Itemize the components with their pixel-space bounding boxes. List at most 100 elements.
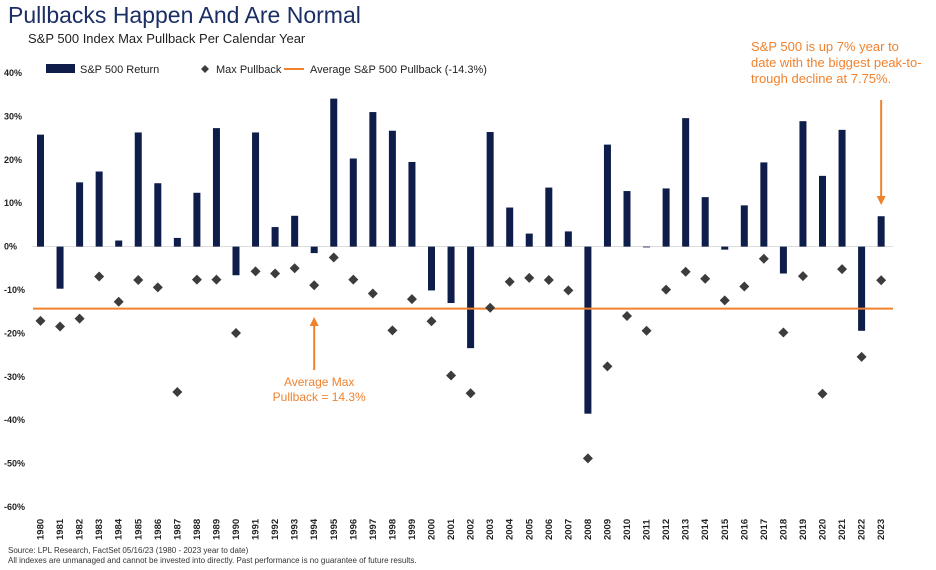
annotation-text: Average Max <box>284 375 354 389</box>
pullback-marker <box>465 388 476 399</box>
x-tick-label: 1995 <box>329 518 340 540</box>
x-tick-label: 1988 <box>192 519 203 540</box>
return-bar <box>799 121 807 247</box>
pullback-marker <box>622 311 632 322</box>
return-bar <box>252 132 260 247</box>
pullback-marker <box>113 296 124 307</box>
x-tick-label: 1986 <box>153 519 164 540</box>
annotation-text: S&P 500 is up 7% year to <box>751 39 899 54</box>
pullback-marker <box>152 282 163 293</box>
pullback-marker <box>543 275 554 286</box>
chart-title: Pullbacks Happen And Are Normal <box>8 2 361 28</box>
legend-bar-swatch <box>46 64 75 73</box>
return-bar <box>721 246 729 250</box>
pullback-marker <box>387 325 398 336</box>
return-bar <box>858 246 866 331</box>
pullback-marker <box>270 268 281 279</box>
pullback-marker <box>797 271 808 282</box>
x-tick-label: 2019 <box>798 519 809 540</box>
x-tick-label: 2021 <box>837 518 848 540</box>
legend-label: Average S&P 500 Pullback (-14.3%) <box>310 64 487 76</box>
return-bar <box>545 187 553 247</box>
pullback-marker <box>446 370 457 381</box>
annotation-text: trough decline at 7.75%. <box>751 71 891 86</box>
pullback-marker <box>719 295 730 306</box>
return-bar <box>310 246 318 254</box>
return-bar <box>408 161 416 247</box>
pullback-marker <box>211 274 222 285</box>
return-bar <box>76 182 84 247</box>
pullback-marker <box>504 276 515 287</box>
y-tick-label: -50% <box>4 459 25 469</box>
x-tick-label: 2007 <box>563 519 574 540</box>
x-axis: 1980 1981 1982 1983 1984 1985 1986 1987 1988 1989… <box>36 518 888 540</box>
pullback-marker <box>837 264 848 275</box>
y-tick-label: -20% <box>4 328 25 338</box>
x-tick-label: 2005 <box>524 518 535 540</box>
pullback-marker <box>661 284 672 295</box>
return-bar <box>603 144 611 247</box>
legend: S&P 500 Return Max Pullback Average S&P 50… <box>46 64 487 76</box>
y-tick-label: 40% <box>4 68 22 78</box>
pullback-marker <box>250 266 261 277</box>
pullback-marker <box>35 315 46 326</box>
return-bar <box>740 205 748 247</box>
return-bar <box>428 246 435 291</box>
x-tick-label: 2006 <box>544 519 555 540</box>
pullback-marker <box>563 285 574 296</box>
x-tick-label: 1990 <box>231 519 242 540</box>
x-tick-label: 1985 <box>133 518 144 540</box>
x-tick-label: 2020 <box>818 519 829 540</box>
pullback-marker <box>231 327 241 338</box>
return-bar <box>56 246 64 289</box>
return-bar <box>486 132 494 247</box>
return-bar <box>701 197 709 247</box>
x-tick-label: 1999 <box>407 519 418 540</box>
x-tick-label: 2003 <box>485 519 496 540</box>
return-bar <box>819 175 826 247</box>
x-tick-label: 2023 <box>876 519 887 540</box>
y-tick-label: 30% <box>4 111 22 121</box>
return-bar <box>291 215 299 247</box>
pullback-marker <box>817 388 828 399</box>
x-tick-label: 2017 <box>759 519 770 540</box>
return-bar <box>330 98 338 247</box>
return-bar <box>623 191 631 247</box>
pullback-marker <box>74 313 85 324</box>
y-tick-label: -30% <box>4 372 25 382</box>
return-bars <box>37 98 885 414</box>
x-tick-label: 2014 <box>700 518 711 540</box>
annotation-arrow-head <box>876 196 886 205</box>
return-bar <box>115 240 123 247</box>
x-tick-label: 2016 <box>739 519 750 540</box>
annotation-text: Pullback = 14.3% <box>273 390 366 404</box>
pullback-marker <box>426 316 437 327</box>
return-bar <box>447 246 455 304</box>
x-tick-label: 2012 <box>661 519 672 540</box>
y-tick-label: 10% <box>4 198 22 208</box>
disclaimer-note: All indexes are unmanaged and cannot be … <box>8 556 417 565</box>
pullback-marker <box>309 280 320 291</box>
pullback-marker <box>172 386 183 397</box>
x-tick-label: 2001 <box>446 518 457 540</box>
return-bar <box>349 158 357 247</box>
pullback-marker <box>406 294 417 305</box>
x-tick-label: 2015 <box>720 518 731 540</box>
x-tick-label: 2009 <box>602 519 613 540</box>
x-tick-label: 1997 <box>368 519 379 540</box>
x-tick-label: 2000 <box>427 519 438 540</box>
return-bar <box>682 118 690 247</box>
pullback-marker <box>602 361 613 372</box>
x-tick-label: 1983 <box>94 519 105 540</box>
return-bar <box>212 128 220 247</box>
return-bar <box>95 171 103 247</box>
pullback-marker <box>700 273 711 284</box>
x-tick-label: 2013 <box>681 519 692 540</box>
return-bar <box>37 134 44 247</box>
x-tick-label: 1996 <box>348 519 359 540</box>
return-bar <box>643 246 651 248</box>
x-tick-label: 1980 <box>36 519 47 540</box>
legend-diamond-swatch <box>201 65 209 73</box>
x-tick-label: 1987 <box>172 519 183 540</box>
y-tick-label: -40% <box>4 415 25 425</box>
